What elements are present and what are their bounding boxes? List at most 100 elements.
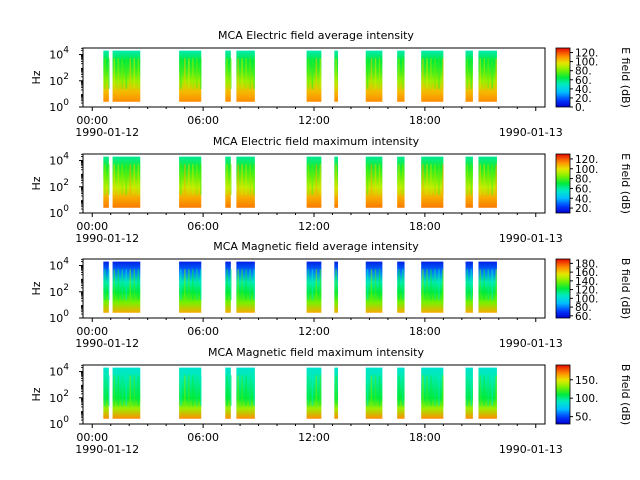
data-segment (397, 156, 405, 208)
segment-texture (479, 375, 481, 406)
colorbar-tick-label: 80. (575, 174, 592, 186)
x-end-date-label: 1990-01-13 (499, 443, 563, 456)
x-tick-label: 06:00 (187, 114, 219, 127)
y-tick-label: 100 (49, 204, 69, 220)
spectrogram-panel-4: MCA Magnetic field maximum intensity 100 1… (30, 346, 632, 456)
x-end-date-label: 1990-01-13 (499, 232, 563, 245)
y-tick-label: 104 (49, 257, 69, 273)
segment-texture (237, 164, 239, 195)
panel-title: MCA Magnetic field maximum intensity (208, 346, 424, 359)
segment-texture (319, 269, 322, 300)
segment-texture (307, 164, 310, 195)
segment-texture (230, 269, 232, 300)
segment-texture (180, 58, 182, 89)
colorbar-label: E field (dB) (619, 153, 632, 214)
y-tick-label: 100 (49, 309, 69, 325)
x-tick-label: 18:00 (409, 325, 441, 338)
segment-texture (125, 58, 128, 89)
segment-texture (370, 58, 373, 89)
segment-texture (319, 164, 322, 195)
y-tick-label: 104 (49, 152, 69, 168)
segment-texture (442, 269, 444, 300)
segment-texture (311, 269, 314, 300)
data-segment (179, 261, 202, 313)
segment-texture (378, 58, 381, 89)
segment-texture (430, 164, 432, 195)
x-tick-label: 00:00 (76, 325, 108, 338)
panel-title: MCA Electric field maximum intensity (213, 135, 420, 148)
segment-texture (434, 164, 436, 195)
colorbar-label: E field (dB) (619, 47, 632, 108)
colorbar-tick-label: 180. (575, 258, 598, 270)
segment-texture (133, 375, 136, 406)
x-tick-label: 12:00 (298, 220, 330, 233)
colorbar-tick-label: 60. (575, 75, 592, 87)
colorbar-tick-label: 100. (575, 293, 598, 305)
segment-texture (245, 164, 247, 195)
segment-texture (121, 58, 124, 89)
segment-texture (398, 164, 400, 195)
segment-texture (137, 269, 140, 300)
data-segment (103, 156, 109, 208)
data-segment (179, 156, 202, 208)
colorbar-tick-label: 160. (575, 267, 598, 279)
segment-texture (184, 375, 186, 406)
segment-texture (237, 58, 239, 89)
segment-texture (241, 58, 243, 89)
colorbar-tick-label: 60. (575, 183, 592, 195)
segment-texture (307, 58, 310, 89)
segment-texture (374, 269, 377, 300)
data-segment (421, 50, 444, 102)
segment-texture (121, 164, 124, 195)
colorbar-tick-label: 120. (575, 154, 598, 166)
spectrogram-panel-1: MCA Electric field average intensity 100 1… (30, 29, 632, 139)
segment-texture (117, 269, 120, 300)
segment-texture (487, 375, 489, 406)
colorbar-tick-label: 20. (575, 93, 592, 105)
data-segment (365, 156, 383, 208)
data-segment (225, 261, 231, 313)
segment-texture (192, 375, 194, 406)
segment-texture (104, 164, 106, 195)
segment-texture (335, 375, 337, 406)
y-tick-label: 104 (49, 46, 69, 62)
segment-texture (402, 269, 404, 300)
segment-texture (366, 164, 369, 195)
data-segment (225, 367, 231, 419)
segment-texture (249, 375, 251, 406)
data-segment (306, 50, 322, 102)
x-tick-label: 06:00 (187, 325, 219, 338)
colorbar (555, 258, 571, 319)
x-tick-label: 06:00 (187, 220, 219, 233)
x-tick-label: 06:00 (187, 431, 219, 444)
segment-texture (249, 164, 251, 195)
segment-texture (370, 269, 373, 300)
segment-texture (430, 375, 432, 406)
data-segment (365, 367, 383, 419)
segment-texture (226, 269, 228, 300)
colorbar-tick-label: 0. (575, 102, 585, 114)
data-segment (397, 261, 405, 313)
segment-texture (113, 164, 116, 195)
segment-texture (374, 164, 377, 195)
segment-texture (491, 164, 493, 195)
segment-texture (422, 58, 424, 89)
segment-texture (192, 58, 194, 89)
segment-texture (129, 269, 132, 300)
segment-texture (192, 164, 194, 195)
segment-texture (129, 375, 132, 406)
colorbar-tick-label: 60. (575, 311, 592, 323)
segment-texture (430, 269, 432, 300)
segment-texture (253, 269, 255, 300)
segment-texture (125, 269, 128, 300)
x-tick-label: 00:00 (76, 431, 108, 444)
segment-texture (253, 164, 255, 195)
segment-texture (188, 375, 190, 406)
x-tick-label: 00:00 (76, 220, 108, 233)
data-segment (179, 367, 202, 419)
segment-texture (311, 58, 314, 89)
segment-texture (370, 164, 373, 195)
spectrogram-panel-3: MCA Magnetic field average intensity 100 1… (30, 240, 632, 350)
segment-texture (113, 58, 116, 89)
segment-texture (184, 269, 186, 300)
